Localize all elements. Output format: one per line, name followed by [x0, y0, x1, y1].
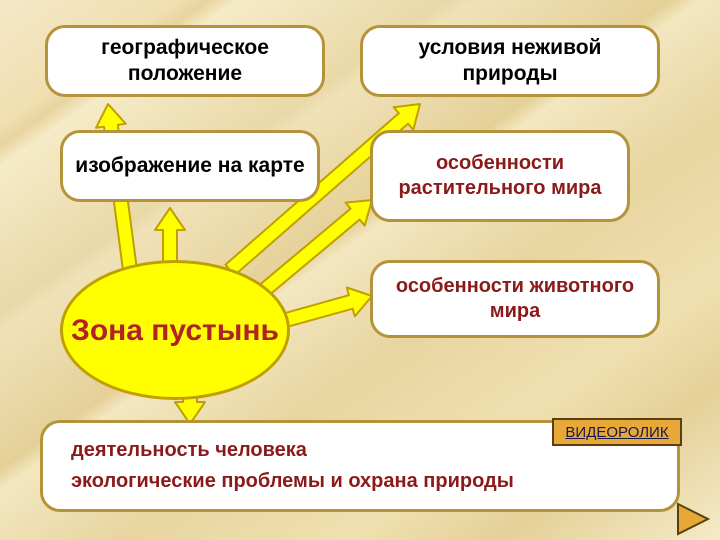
box-geographic-position: географическое положение — [45, 25, 325, 97]
box-map-image: изображение на карте — [60, 130, 320, 202]
box-label: географическое положение — [58, 35, 312, 88]
bottom-line-2: экологические проблемы и охрана природы — [71, 469, 649, 494]
video-button[interactable]: ВИДЕОРОЛИК — [552, 418, 682, 446]
diagram-stage: географическое положение условия неживой… — [0, 0, 720, 540]
box-conditions: условия неживой природы — [360, 25, 660, 97]
box-label: изображение на карте — [75, 153, 304, 179]
chevron-right-icon — [676, 502, 716, 538]
box-label: особенности растительного мира — [383, 151, 617, 201]
video-button-label: ВИДЕОРОЛИК — [565, 424, 668, 441]
box-label: особенности животного мира — [383, 274, 647, 324]
box-label: условия неживой природы — [373, 35, 647, 88]
box-animals: особенности животного мира — [370, 260, 660, 338]
center-topic: Зона пустынь — [60, 260, 290, 400]
box-plants: особенности растительного мира — [370, 130, 630, 222]
next-slide-button[interactable] — [676, 502, 716, 540]
center-label: Зона пустынь — [71, 314, 279, 347]
